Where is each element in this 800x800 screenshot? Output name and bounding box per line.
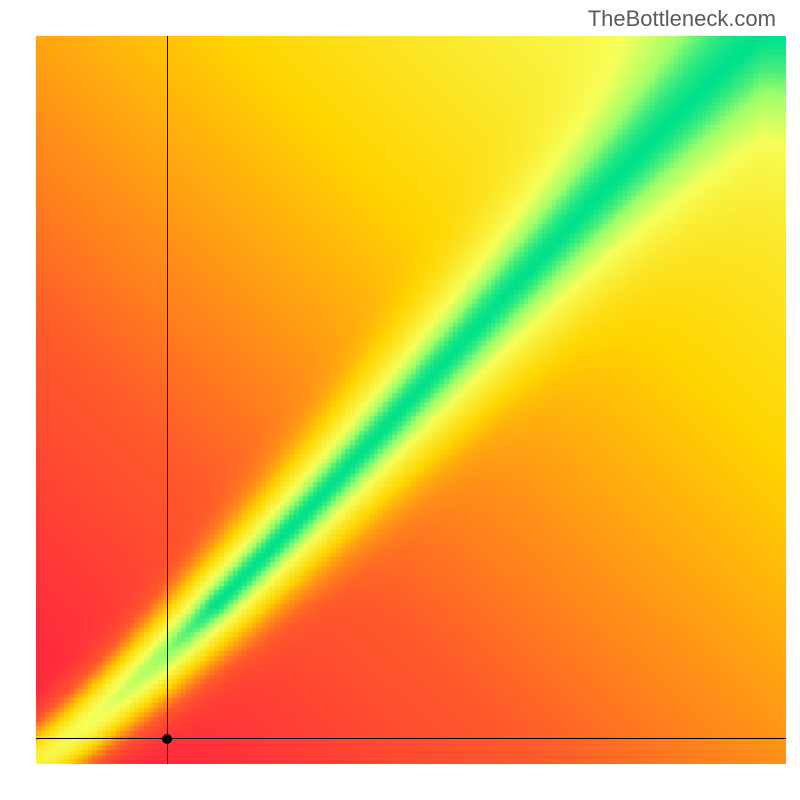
- crosshair-point: [162, 734, 172, 744]
- crosshair-horizontal: [36, 738, 786, 739]
- heatmap-canvas: [36, 36, 786, 764]
- heatmap-plot: [36, 36, 786, 764]
- watermark-text: TheBottleneck.com: [588, 6, 776, 32]
- crosshair-vertical: [167, 36, 168, 764]
